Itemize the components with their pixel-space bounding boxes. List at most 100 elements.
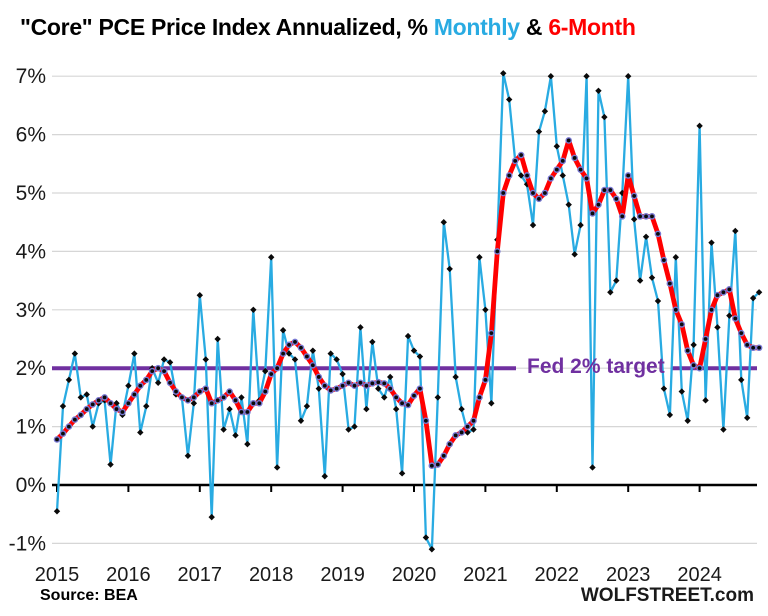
y-axis-label-5: 5% xyxy=(16,182,46,205)
series-six-month-marker xyxy=(422,417,430,425)
series-six-month-marker xyxy=(595,201,602,208)
series-six-month-marker xyxy=(208,399,215,407)
series-six-month-marker xyxy=(345,379,352,387)
series-six-month-marker xyxy=(642,213,650,220)
series-six-month-marker xyxy=(374,378,382,386)
x-axis-label-2020: 2020 xyxy=(392,564,437,586)
x-axis-label-2023: 2023 xyxy=(606,564,651,586)
series-six-month-marker xyxy=(386,385,394,392)
series-six-month-marker xyxy=(732,315,739,322)
series-six-month-line xyxy=(54,138,762,469)
series-six-month-marker xyxy=(107,399,114,407)
series-six-month-marker xyxy=(559,157,567,165)
series-six-month-marker xyxy=(392,394,400,401)
series-six-month-marker xyxy=(83,405,91,413)
series-six-month-marker xyxy=(440,452,448,460)
y-axis-label-4: 4% xyxy=(16,240,46,263)
series-six-month-marker xyxy=(434,461,442,468)
series-six-month-marker xyxy=(119,408,126,416)
series-six-month-marker xyxy=(428,462,436,470)
series-six-month-marker xyxy=(309,361,317,369)
series-six-month-marker xyxy=(410,392,418,399)
series-six-month-marker xyxy=(511,157,519,165)
series-six-month-marker xyxy=(755,344,763,352)
series-six-month-marker xyxy=(482,376,489,384)
y-axis-label-0: 0% xyxy=(16,474,46,497)
series-six-month-marker xyxy=(380,380,388,387)
series-six-month-marker xyxy=(369,380,376,387)
x-axis-label-2017: 2017 xyxy=(178,564,223,586)
series-six-month-marker xyxy=(452,432,459,439)
y-axis-label-3: 3% xyxy=(16,299,46,322)
x-axis-label-2015: 2015 xyxy=(35,564,80,586)
series-six-month-marker xyxy=(321,382,329,390)
series-six-month-marker xyxy=(666,280,674,287)
series-six-month-marker xyxy=(261,388,269,395)
series-six-month-marker xyxy=(630,192,638,200)
chart-title-prefix: "Core" PCE Price Index Annualized, % xyxy=(20,14,434,40)
series-six-month-marker xyxy=(273,364,281,372)
series-six-month-marker xyxy=(517,151,525,159)
series-six-month-marker xyxy=(190,394,198,401)
series-six-month-marker xyxy=(607,186,614,194)
series-six-month-marker xyxy=(601,186,608,194)
series-six-month-marker xyxy=(113,405,120,413)
series-six-month-marker xyxy=(493,248,501,255)
series-six-month-marker xyxy=(148,367,156,375)
series-six-month-marker xyxy=(672,306,680,314)
series-six-month-marker xyxy=(529,189,537,197)
series-six-month-marker xyxy=(624,172,632,179)
series-six-month-marker xyxy=(571,154,578,162)
series-six-month-marker xyxy=(416,385,424,392)
series-six-month-marker xyxy=(618,213,626,220)
series-six-month-marker xyxy=(178,394,186,401)
series-six-month-marker xyxy=(196,388,204,395)
series-six-month-marker xyxy=(476,394,483,401)
series-six-month-marker xyxy=(333,385,340,392)
x-axis-label-2018: 2018 xyxy=(249,564,294,586)
series-six-month-marker xyxy=(565,137,573,144)
series-six-month-marker xyxy=(131,391,138,398)
series-six-month-marker xyxy=(65,423,73,430)
series-six-month-marker xyxy=(285,341,293,349)
x-axis-label-2022: 2022 xyxy=(535,564,580,586)
series-six-month-marker xyxy=(583,175,590,182)
series-six-month-marker xyxy=(535,195,543,203)
series-six-month-marker xyxy=(690,361,697,369)
series-six-month-marker xyxy=(315,373,323,381)
series-six-month-marker xyxy=(244,408,251,416)
y-axis-label-6: 6% xyxy=(16,124,46,147)
series-six-month-marker xyxy=(749,344,757,352)
series-monthly-markers xyxy=(53,70,763,553)
series-six-month-marker xyxy=(398,399,406,407)
series-six-month-marker xyxy=(708,306,715,314)
series-six-month-marker xyxy=(636,213,644,220)
series-six-month-marker xyxy=(95,397,102,404)
x-axis-label-2016: 2016 xyxy=(106,564,151,586)
series-six-month-marker xyxy=(589,210,596,217)
series-six-month-marker xyxy=(125,399,132,407)
series-six-month-marker xyxy=(291,338,299,346)
series-six-month-marker xyxy=(172,388,180,395)
series-six-month-marker xyxy=(737,329,745,337)
series-six-month-marker xyxy=(220,394,227,401)
series-six-month-marker xyxy=(59,430,67,437)
series-six-month-marker xyxy=(232,397,239,404)
y-axis-label-7: 7% xyxy=(16,65,46,88)
series-six-month-marker xyxy=(226,388,233,395)
series-six-month-marker xyxy=(357,379,364,387)
series-six-month-marker xyxy=(142,376,150,384)
chart-title: "Core" PCE Price Index Annualized, % Mon… xyxy=(20,14,636,41)
series-six-month-marker xyxy=(577,166,584,173)
series-six-month-marker xyxy=(297,344,305,352)
fed-target-label: Fed 2% target xyxy=(527,355,665,378)
series-six-month-marker xyxy=(279,350,287,357)
series-six-month-marker xyxy=(339,382,346,390)
series-six-month-marker xyxy=(464,423,471,430)
series-six-month-marker xyxy=(553,166,561,173)
series-six-month-marker xyxy=(470,417,477,425)
series-six-month-marker xyxy=(654,230,662,238)
series-six-month-marker xyxy=(154,364,162,372)
series-monthly-line xyxy=(55,72,761,551)
series-six-month-marker xyxy=(238,408,245,416)
